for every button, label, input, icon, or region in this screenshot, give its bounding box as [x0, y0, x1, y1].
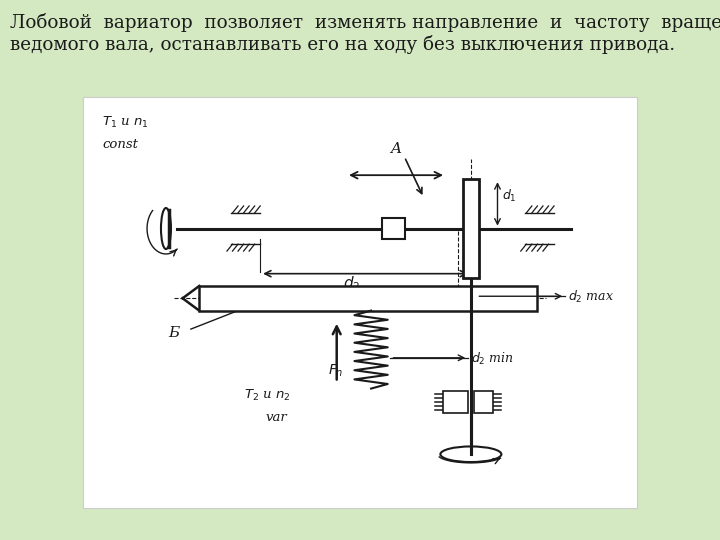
- Text: $T_1$ и $n_1$: $T_1$ и $n_1$: [102, 115, 149, 130]
- Bar: [382, 218, 405, 239]
- Text: $d_2$: $d_2$: [343, 274, 361, 293]
- Text: $d_2$ max: $d_2$ max: [568, 289, 614, 305]
- Text: const: const: [102, 138, 138, 152]
- Text: ведомого вала, останавливать его на ходу без выключения привода.: ведомого вала, останавливать его на ходу…: [10, 35, 675, 54]
- Bar: [444, 390, 468, 413]
- Text: $F_n$: $F_n$: [328, 362, 344, 379]
- Bar: [474, 390, 493, 413]
- Bar: [199, 286, 537, 310]
- Text: $d_2$ min: $d_2$ min: [471, 350, 514, 367]
- Text: var: var: [266, 411, 287, 424]
- Text: Б: Б: [168, 326, 180, 340]
- Text: $T_2$ и $n_2$: $T_2$ и $n_2$: [243, 388, 290, 403]
- Text: Лобовой  вариатор  позволяет  изменять направление  и  частоту  вращения: Лобовой вариатор позволяет изменять напр…: [10, 14, 720, 32]
- Text: $d_1$: $d_1$: [502, 188, 516, 204]
- Bar: [463, 179, 479, 278]
- FancyBboxPatch shape: [83, 97, 637, 508]
- Text: A: A: [390, 141, 402, 156]
